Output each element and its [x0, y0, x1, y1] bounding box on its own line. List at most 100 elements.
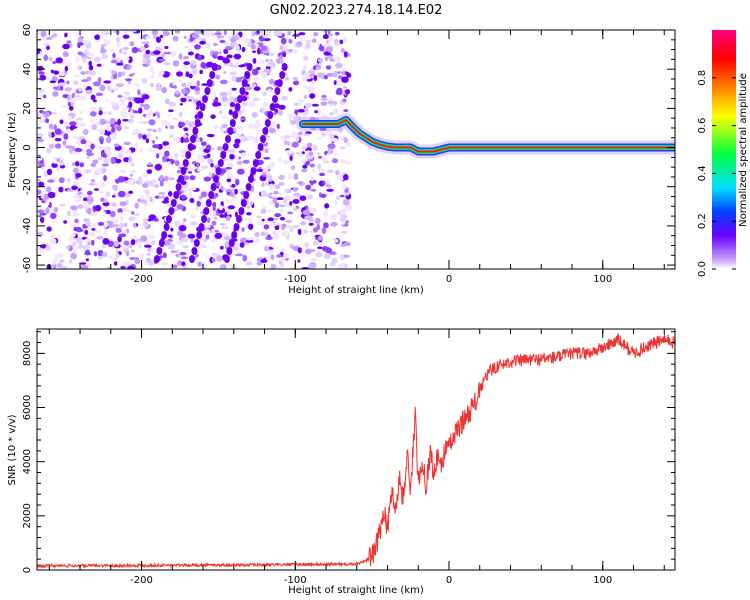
spectrogram-noise-blob	[190, 121, 197, 128]
spectrogram-noise-blob	[115, 228, 122, 233]
spectrogram-noise-blob	[148, 119, 156, 126]
spectrogram-noise-blob	[84, 144, 91, 148]
spectrogram-noise-blob	[110, 48, 115, 53]
spectrogram-noise-blob	[343, 174, 349, 181]
spectrogram-noise-blob	[56, 165, 60, 172]
spectrogram-noise-blob	[141, 94, 150, 100]
spectrogram-noise-blob	[333, 152, 339, 156]
spectrogram-noise-blob	[80, 71, 86, 75]
spectrogram-noise-blob	[315, 217, 321, 225]
spectrogram-noise-blob	[288, 38, 293, 44]
spectrogram-noise-blob	[99, 84, 106, 92]
spectrogram-noise-blob	[272, 95, 278, 103]
spectrogram-noise-blob	[236, 215, 242, 223]
spectrogram-noise-blob	[37, 65, 44, 71]
spectrogram-noise-blob	[183, 134, 187, 139]
spectrogram-noise-blob	[267, 111, 274, 119]
spectrogram-noise-blob	[210, 114, 216, 119]
snr-x-ticks: -200 -100 0 100	[48, 329, 665, 586]
spectrogram-noise-blob	[194, 119, 201, 127]
spectrogram-noise-blob	[189, 198, 195, 203]
spectrogram-noise-blob	[105, 191, 110, 197]
spectrogram-noise-blob	[310, 207, 317, 213]
spectrogram-noise-blob	[268, 52, 275, 57]
colorbar: 0.0 0.2 0.4 0.6 0.8 Normalized spectral ampl…	[697, 30, 749, 277]
spectrogram-noise-blob	[54, 128, 62, 135]
spectrogram-noise-blob	[270, 263, 277, 269]
spectrogram-noise-blob	[122, 126, 130, 130]
spectrogram-noise-blob	[256, 67, 261, 70]
spectrogram-noise-blob	[74, 74, 80, 78]
spectrogram-noise-blob	[344, 204, 353, 211]
spectrogram-noise-blob	[266, 171, 270, 176]
spectrogram-noise-blob	[274, 184, 281, 190]
spectrogram-noise-blob	[142, 221, 149, 228]
spectrogram-noise-blob	[155, 86, 162, 92]
spectrogram-noise-blob	[312, 144, 318, 151]
spectrogram-noise-blob	[248, 101, 256, 107]
spectrogram-noise-blob	[172, 35, 179, 42]
spectrogram-noise-blob	[219, 40, 226, 43]
spectrogram-noise-blob	[183, 61, 191, 66]
spectrogram-noise-blob	[278, 182, 285, 186]
spectrogram-noise-blob	[276, 254, 282, 258]
spectrogram-noise-blob	[273, 30, 279, 37]
spectrogram-noise-blob	[321, 246, 329, 252]
spectrogram-noise-blob	[255, 43, 259, 48]
spectrogram-noise-blob	[310, 189, 317, 192]
spectrogram-noise-blob	[230, 37, 237, 43]
spectrogram-noise-blob	[147, 234, 156, 239]
spectrogram-noise-blob	[325, 46, 333, 53]
spectrogram-noise-blob	[322, 30, 326, 33]
spectrogram-noise-blob	[304, 215, 313, 221]
spectrogram-noise-blob	[213, 51, 219, 56]
spectrogram-noise-blob	[158, 239, 165, 247]
spectrogram-noise-blob	[319, 43, 323, 51]
spectrogram-noise-blob	[78, 87, 82, 93]
spectrogram-noise-blob	[154, 163, 162, 171]
spectrogram-noise-blob	[341, 76, 349, 83]
spectrogram-noise-blob	[268, 78, 275, 85]
spectrogram-noise-blob	[252, 137, 260, 144]
spectrogram-noise-blob	[234, 103, 241, 111]
spectrogram-noise-blob	[109, 117, 116, 125]
spectrogram-noise-blob	[194, 90, 201, 95]
spectrogram-noise-blob	[221, 96, 228, 102]
spectrogram-noise-blob	[113, 257, 118, 260]
spectrogram-noise-blob	[235, 61, 239, 66]
spectrogram-noise-blob	[280, 261, 284, 267]
spectrogram-noise-blob	[168, 133, 173, 137]
spectrogram-noise-blob	[61, 105, 70, 108]
spectrogram-noise-blob	[118, 98, 126, 103]
spectrogram-noise-blob	[134, 213, 141, 216]
spectrogram-noise-blob	[290, 165, 296, 171]
spectrogram-noise-blob	[278, 204, 286, 208]
spectrogram-noise-blob	[175, 160, 180, 167]
spectrogram-noise-blob	[129, 30, 137, 33]
spectrogram-noise-blob	[261, 182, 265, 188]
spectrogram-noise-blob	[126, 118, 135, 124]
spectrogram-noise-blob	[327, 148, 334, 155]
spectrogram-noise-blob	[240, 199, 247, 207]
spectrogram-noise-blob	[304, 131, 312, 135]
spectrogram-noise-blob	[257, 143, 264, 151]
spectrogram-noise-blob	[200, 61, 206, 69]
spectrogram-noise-blob	[121, 30, 129, 33]
spectrogram-noise-blob	[189, 175, 196, 181]
spectrogram-noise-blob	[154, 136, 159, 140]
spectrogram-noise-blob	[270, 193, 277, 197]
spectrogram-noise-blob	[138, 107, 143, 114]
spectrogram-noise-blob	[38, 71, 45, 75]
spectrogram-noise-blob	[223, 48, 229, 55]
spectrogram-noise-blob	[292, 33, 300, 38]
spectrogram-noise-blob	[323, 51, 331, 56]
spectrogram-noise-blob	[234, 211, 238, 218]
spectrogram-noise-blob	[263, 156, 271, 160]
spectrogram-noise-blob	[125, 78, 132, 81]
spectrogram-noise-blob	[103, 229, 108, 235]
spectrogram-noise-blob	[251, 112, 258, 118]
spectrogram-noise-blob	[102, 238, 110, 245]
spectrogram-noise-blob	[301, 76, 308, 83]
spectrogram-noise-blob	[127, 178, 134, 186]
